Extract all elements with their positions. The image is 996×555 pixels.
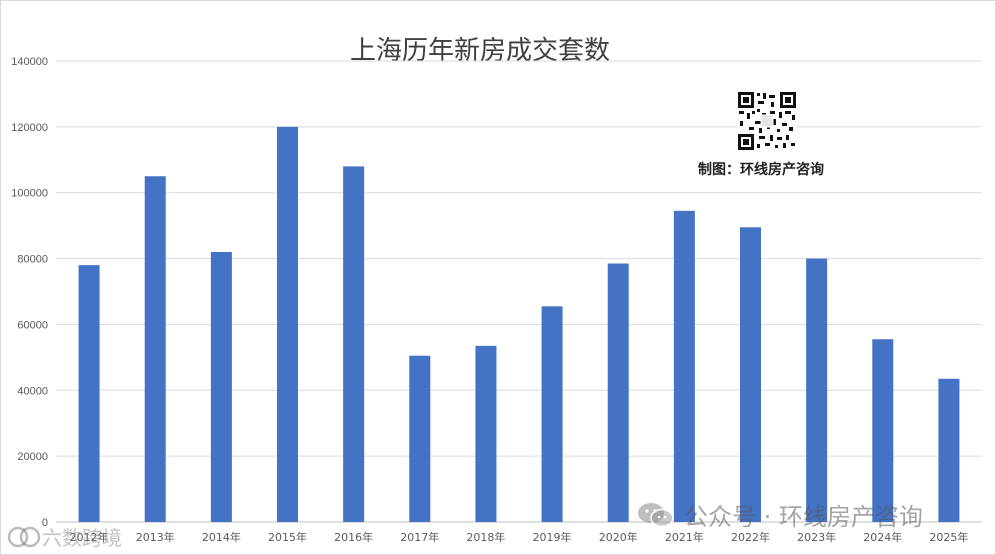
bar-2023年 [806, 258, 828, 522]
y-tick-label: 80000 [17, 254, 48, 266]
bars [78, 126, 960, 522]
x-tick-label: 2015年 [268, 530, 307, 544]
x-tick-label: 2023年 [797, 530, 836, 544]
bar-2014年 [210, 251, 232, 522]
x-tick-label: 2012年 [70, 530, 109, 544]
bar-2021年 [673, 210, 695, 522]
x-tick-label: 2018年 [466, 530, 505, 544]
x-tick-label: 2014年 [202, 530, 241, 544]
x-tick-label: 2024年 [863, 530, 902, 544]
qr-code-icon [737, 91, 797, 151]
watermark-left-text: 六数跨境 [42, 526, 122, 550]
y-tick-label: 140000 [11, 56, 48, 68]
y-tick-label: 40000 [17, 385, 48, 397]
watermark-left: 六数跨境 [6, 522, 122, 551]
x-tick-label: 2025年 [929, 530, 968, 544]
bar-2015年 [277, 126, 298, 522]
y-axis-ticks: 0 20000 40000 60000 80000 100000 120000 140000 [11, 56, 48, 529]
bar-2022年 [740, 227, 761, 522]
bar-2025年 [938, 378, 960, 522]
bar-2018年 [475, 345, 497, 522]
x-tick-label: 2021年 [665, 530, 704, 544]
y-tick-label: 20000 [17, 451, 48, 463]
bar-2013年 [144, 176, 166, 522]
gridlines [56, 60, 982, 523]
watermark-logo-icon [7, 526, 41, 547]
y-tick-label: 0 [42, 517, 48, 529]
bar-2019年 [541, 306, 563, 522]
bar-2012年 [78, 265, 100, 522]
x-tick-label: 2022年 [731, 530, 770, 544]
x-tick-label: 2017年 [400, 530, 439, 544]
chart-credit: 制图：环线房产咨询 [698, 162, 824, 178]
x-tick-label: 2016年 [334, 530, 373, 544]
wechat-icon [638, 502, 674, 527]
y-tick-label: 60000 [17, 319, 48, 331]
y-tick-label: 120000 [11, 122, 48, 134]
y-tick-label: 100000 [11, 188, 48, 200]
bar-2020年 [607, 263, 629, 522]
x-tick-label: 2013年 [136, 530, 175, 544]
bar-2016年 [343, 166, 365, 522]
bar-2017年 [409, 355, 431, 522]
watermark-right-text: 公众号 · 环线房产咨询 [684, 503, 923, 531]
x-tick-label: 2020年 [599, 530, 638, 544]
watermark-right: 公众号 · 环线房产咨询 [636, 497, 923, 532]
bar-2024年 [872, 339, 894, 522]
x-tick-label: 2019年 [533, 530, 572, 544]
x-axis-ticks: 2012年 2013年 2014年 2015年 2016年 2017年 2018年 2019年… [70, 530, 969, 544]
